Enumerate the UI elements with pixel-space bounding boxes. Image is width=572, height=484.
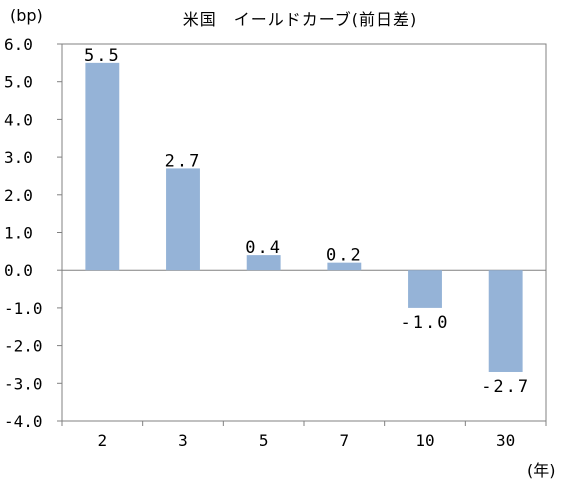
y-tick-label: 0.0: [4, 261, 33, 280]
data-label: 2.7: [165, 151, 202, 171]
y-tick-label: 3.0: [4, 148, 33, 167]
y-tick-label: 6.0: [4, 35, 33, 54]
bar: [85, 62, 120, 271]
x-tick-label: 3: [178, 431, 188, 450]
data-label: -2.7: [481, 377, 530, 397]
bar: [488, 270, 523, 372]
plot-frame: [61, 43, 547, 422]
x-tick-label: 2: [98, 431, 108, 450]
data-label: 5.5: [84, 46, 121, 66]
bar: [327, 262, 362, 271]
y-tick-label: -1.0: [4, 299, 43, 318]
y-tick-label: -3.0: [4, 374, 43, 393]
bar: [166, 168, 200, 271]
x-tick-label: 30: [496, 431, 515, 450]
y-tick-label: 2.0: [4, 186, 33, 205]
data-label: -1.0: [401, 313, 450, 333]
y-axis-unit: (bp): [10, 6, 43, 25]
data-label: 0.2: [326, 246, 363, 266]
x-axis-unit: (年): [527, 461, 556, 480]
x-tick-label: 10: [415, 431, 434, 450]
bar: [408, 270, 442, 308]
y-tick-label: 1.0: [4, 224, 33, 243]
y-tick-label: 5.0: [4, 73, 33, 92]
y-tick-label: 4.0: [4, 110, 33, 129]
y-tick-label: -2.0: [4, 337, 43, 356]
y-tick-label: -4.0: [4, 412, 43, 431]
chart-title: 米国 イールドカーブ(前日差): [182, 10, 418, 29]
x-tick-label: 7: [340, 431, 350, 450]
bar: [246, 255, 281, 271]
data-label: 0.4: [245, 238, 282, 258]
x-tick-label: 5: [259, 431, 269, 450]
